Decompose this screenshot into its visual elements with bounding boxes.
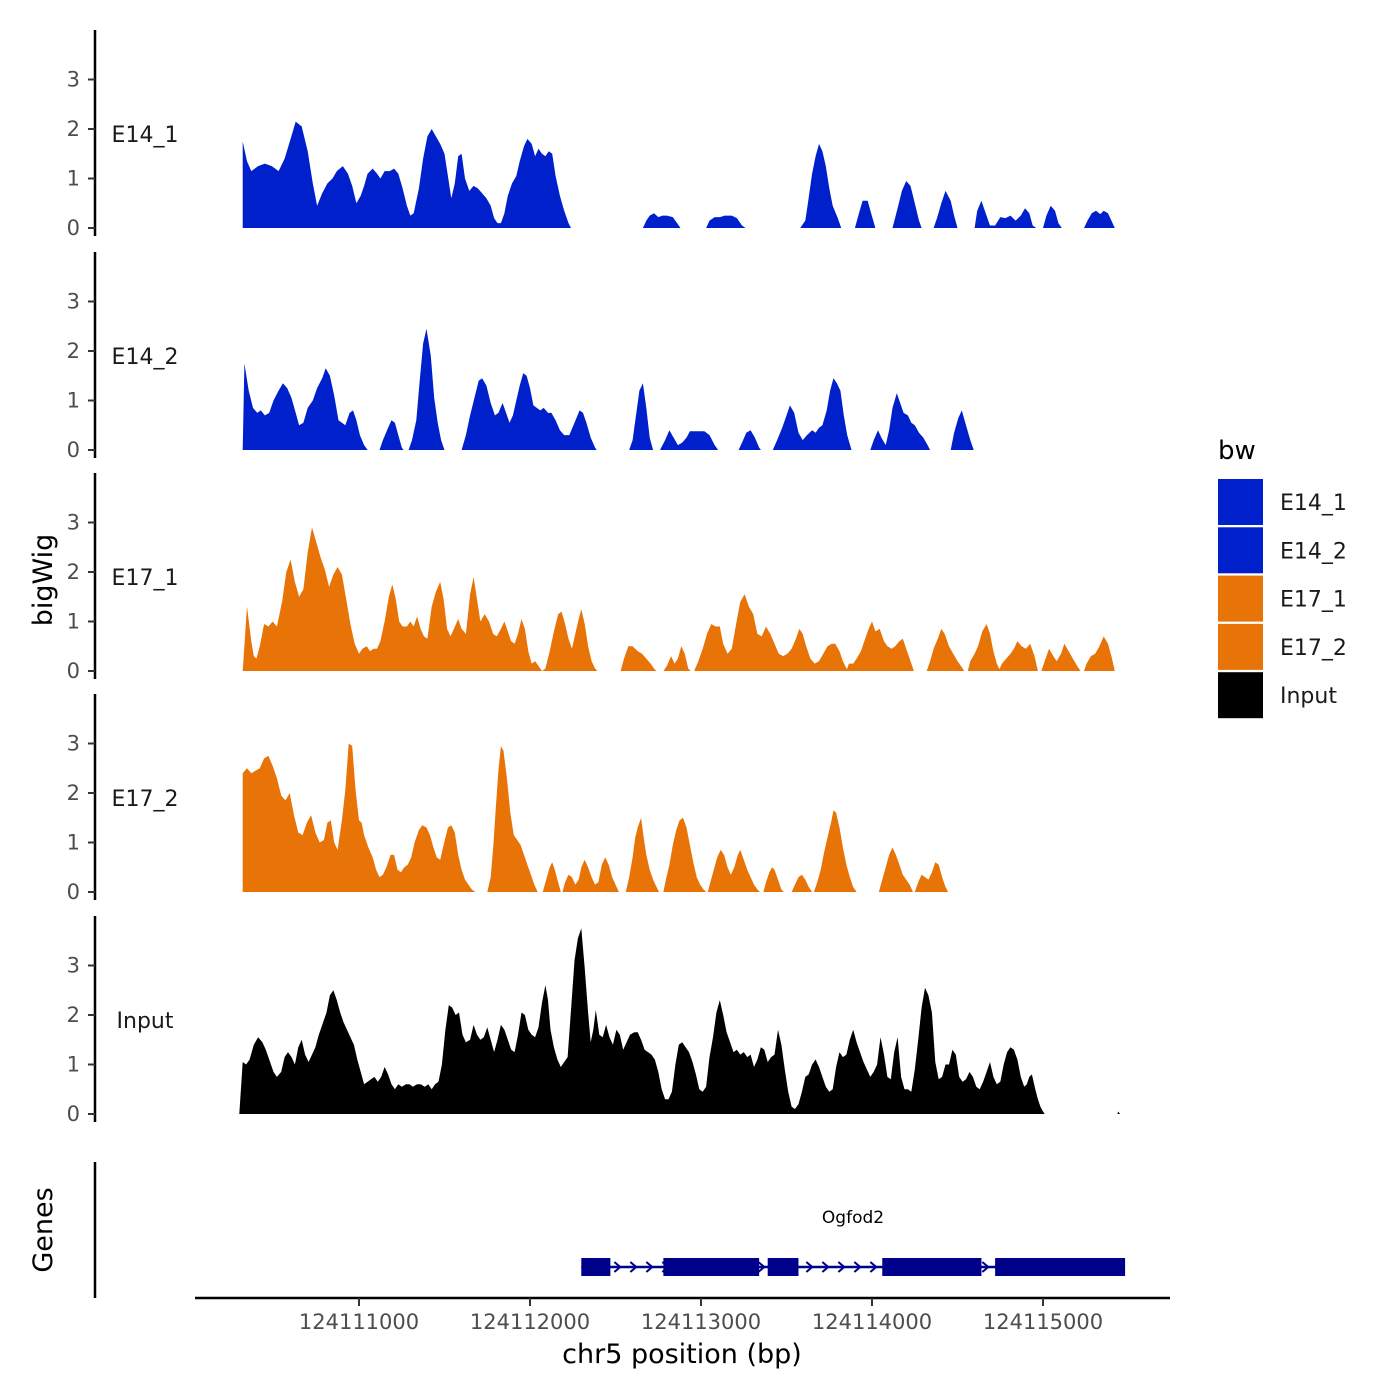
genes-axis-title: Genes <box>28 1187 59 1272</box>
legend-swatch <box>1218 672 1263 719</box>
x-tick-label: 124113000 <box>641 1310 761 1334</box>
legend-label: E17_2 <box>1280 636 1347 661</box>
y-tick-label: 0 <box>67 880 80 904</box>
x-axis-title: chr5 position (bp) <box>562 1339 802 1370</box>
strand-arrow <box>757 1261 766 1273</box>
gene-exon <box>767 1258 799 1276</box>
coverage-area-e17-1 <box>242 527 1115 671</box>
legend-item-input: Input <box>1218 672 1337 719</box>
y-tick-label: 2 <box>67 117 80 141</box>
strand-arrow <box>613 1261 622 1273</box>
y-tick-label: 2 <box>67 1003 80 1027</box>
gene-exon <box>581 1258 611 1276</box>
y-tick-label: 1 <box>67 167 80 191</box>
y-tick-label: 2 <box>67 339 80 363</box>
x-tick-label: 124115000 <box>983 1310 1103 1334</box>
track-label: E17_1 <box>112 566 179 591</box>
legend-swatch <box>1218 623 1263 670</box>
strand-arrow <box>821 1261 830 1273</box>
strand-arrow <box>981 1261 990 1273</box>
legend-title: bw <box>1218 436 1256 466</box>
legend-item-e14-1: E14_1 <box>1218 479 1347 525</box>
legend-swatch <box>1218 479 1263 525</box>
legend-item-e17-2: E17_2 <box>1218 623 1347 670</box>
y-tick-label: 2 <box>67 560 80 584</box>
y-tick-label: 1 <box>67 831 80 855</box>
strand-arrow <box>645 1261 654 1273</box>
strand-arrow <box>869 1261 878 1273</box>
tracks-area: 0 1 2 3 E14_1 0 1 2 3 E14_2 0 1 2 3 E17_1 0 1 2 3 E17_2 0 1 2 3… <box>67 30 1121 1126</box>
gene-exon <box>995 1258 1126 1276</box>
strand-arrow <box>805 1261 814 1273</box>
track-e17-2: 0 1 2 3 E17_2 <box>67 694 949 904</box>
y-tick-label: 1 <box>67 610 80 634</box>
y-axis-title: bigWig <box>28 534 59 627</box>
legend-label: Input <box>1280 684 1337 709</box>
track-e14-2: 0 1 2 3 E14_2 <box>67 252 974 462</box>
genes-panel: Genes Ogfod2 <box>28 1162 1126 1298</box>
x-tick-label: 124114000 <box>812 1310 932 1334</box>
y-tick-label: 3 <box>67 732 80 756</box>
gene-label-ogfod2: Ogfod2 <box>822 1208 884 1228</box>
legend-item-e14-2: E14_2 <box>1218 527 1347 574</box>
y-tick-label: 0 <box>67 216 80 240</box>
y-tick-label: 3 <box>67 68 80 92</box>
coverage-area-e17-2 <box>242 743 949 892</box>
gene-model-ogfod2 <box>581 1258 1126 1276</box>
gene-exon <box>882 1258 982 1276</box>
y-tick-label: 2 <box>67 781 80 805</box>
strand-arrow <box>629 1261 638 1273</box>
track-label: E14_1 <box>112 123 179 148</box>
legend-label: E17_1 <box>1280 588 1347 613</box>
x-axis-ticks: 124111000 124112000 124113000 124114000 1241… <box>299 1298 1103 1334</box>
track-label: E17_2 <box>112 787 179 812</box>
track-e17-1: 0 1 2 3 E17_1 <box>67 473 1115 683</box>
strand-arrow <box>853 1261 862 1273</box>
y-tick-label: 0 <box>67 659 80 683</box>
y-tick-label: 3 <box>67 954 80 978</box>
legend-item-e17-1: E17_1 <box>1218 575 1347 622</box>
gene-exon <box>663 1258 760 1276</box>
legend-items: E14_1 E14_2 E17_1 E17_2 Input <box>1218 479 1347 719</box>
y-tick-label: 0 <box>67 438 80 462</box>
y-tick-label: 3 <box>67 511 80 535</box>
legend-label: E14_1 <box>1280 491 1347 516</box>
y-tick-label: 1 <box>67 1053 80 1077</box>
legend-label: E14_2 <box>1280 539 1347 564</box>
strand-arrow <box>837 1261 846 1273</box>
track-label: Input <box>117 1009 174 1034</box>
y-tick-label: 1 <box>67 389 80 413</box>
coverage-area-e14-2 <box>242 328 974 450</box>
x-tick-label: 124112000 <box>470 1310 590 1334</box>
coverage-area-input <box>239 928 1121 1114</box>
legend-swatch <box>1218 575 1263 622</box>
x-tick-label: 124111000 <box>299 1310 419 1334</box>
legend-swatch <box>1218 527 1263 574</box>
x-axis: 124111000 124112000 124113000 124114000 1241… <box>195 1296 1170 1370</box>
legend: bw E14_1 E14_2 E17_1 E17_2 Input <box>1218 436 1347 719</box>
y-tick-label: 0 <box>67 1102 80 1126</box>
track-label: E14_2 <box>112 345 179 370</box>
track-e14-1: 0 1 2 3 E14_1 <box>67 30 1115 240</box>
y-tick-label: 3 <box>67 290 80 314</box>
coverage-area-e14-1 <box>242 121 1115 228</box>
track-input: 0 1 2 3 Input <box>67 916 1121 1126</box>
